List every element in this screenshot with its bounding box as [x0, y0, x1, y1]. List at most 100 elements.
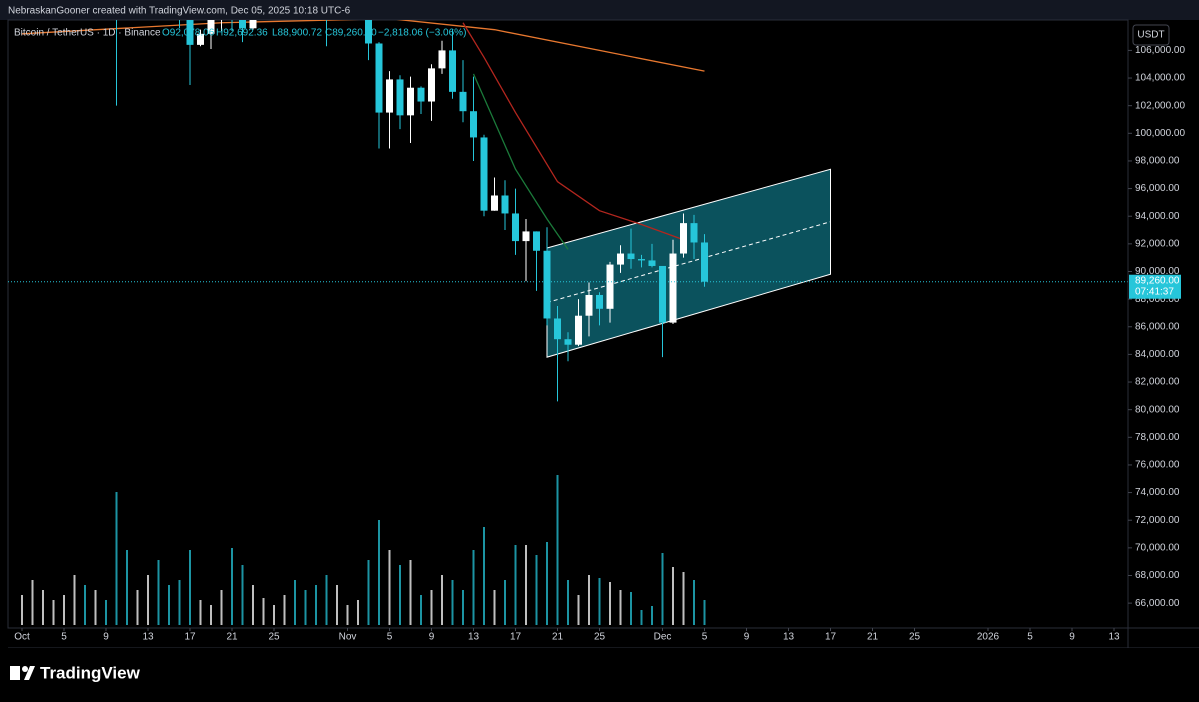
volume-bar — [147, 575, 149, 625]
volume-bar — [199, 600, 202, 625]
candle-body — [375, 43, 383, 113]
x-tick-label: Oct — [14, 632, 30, 643]
volume-bar — [94, 590, 97, 625]
candle-body — [501, 195, 509, 214]
x-tick-label: 2026 — [977, 632, 1000, 643]
y-tick-label: 70,000.00 — [1135, 542, 1180, 553]
candle-body — [690, 223, 698, 243]
volume-bar — [21, 595, 23, 625]
candle-body — [606, 264, 614, 309]
candle-body — [659, 265, 666, 323]
volume-bar — [325, 575, 328, 625]
x-tick-label: 5 — [61, 632, 67, 643]
volume-bar — [451, 580, 454, 625]
candle-body — [480, 137, 488, 211]
y-tick-label: 82,000.00 — [1135, 377, 1180, 388]
volume-bar — [73, 575, 76, 625]
volume-bar — [115, 492, 118, 625]
y-tick-label: 90,000.00 — [1135, 266, 1180, 277]
x-tick-label: 9 — [744, 632, 750, 643]
currency[interactable]: USDT — [1137, 30, 1164, 41]
candle-body — [533, 231, 540, 251]
legend-low: L88,900.72 — [272, 28, 322, 39]
candle-body — [396, 79, 404, 116]
brand: TradingView — [40, 663, 141, 682]
legend: Bitcoin / TetherUS · 1D · Binance O92,07… — [14, 28, 466, 39]
volume-bar — [661, 553, 664, 625]
volume-bar — [378, 520, 380, 625]
volume-bar — [315, 585, 317, 625]
x-tick-label: 25 — [594, 632, 606, 643]
x-tick-label: Dec — [654, 632, 672, 643]
last-price-box — [1129, 274, 1181, 299]
volume-bar — [567, 580, 569, 625]
volume-bar — [367, 560, 370, 625]
volume-bar — [273, 605, 275, 625]
candle-body — [470, 111, 477, 138]
x-tick-label: 17 — [510, 632, 522, 643]
volume-bar — [178, 580, 181, 625]
candle-body — [365, 20, 372, 44]
volume-bar — [84, 585, 86, 625]
y-tick-label: 72,000.00 — [1135, 515, 1180, 526]
volume-bar — [105, 600, 107, 625]
volume-bar — [42, 590, 44, 625]
header-bar — [0, 0, 1199, 20]
volume-bar — [430, 590, 433, 625]
candle-body — [459, 91, 467, 112]
volume-bar — [514, 545, 517, 625]
volume-bar — [441, 575, 443, 625]
volume-bar — [283, 595, 286, 625]
x-tick-label: 17 — [184, 632, 196, 643]
volume-bar — [409, 560, 412, 625]
currency-box[interactable] — [1132, 24, 1170, 46]
volume-bar — [136, 590, 139, 625]
candle-body — [648, 260, 656, 266]
candle-body — [617, 253, 624, 265]
candle-body — [564, 339, 572, 345]
y-tick-label: 78,000.00 — [1135, 432, 1180, 443]
brand-logo — [10, 666, 35, 680]
volume-bar — [126, 550, 128, 625]
x-tick-label: 13 — [1108, 632, 1120, 643]
footer — [0, 648, 1199, 697]
candle-body — [449, 50, 456, 92]
volume-bar — [651, 606, 653, 625]
y-tick-label: 98,000.00 — [1135, 156, 1180, 167]
legend-close: C89,260.00 — [325, 28, 377, 39]
volume-bar — [630, 592, 632, 625]
countdown: 07:41:37 — [1135, 286, 1174, 297]
candle-body — [554, 318, 561, 340]
candle-body — [176, 20, 183, 21]
y-tick-label: 84,000.00 — [1135, 349, 1180, 360]
legend-open: O92,078.06 — [162, 28, 215, 39]
candle-body — [669, 253, 677, 323]
y-tick-label: 66,000.00 — [1135, 598, 1180, 609]
volume-bar — [672, 567, 674, 625]
candle-body — [701, 242, 708, 282]
volume-bar — [483, 527, 485, 625]
y-tick-label: 94,000.00 — [1135, 211, 1180, 222]
x-tick-label: 13 — [783, 632, 795, 643]
candle-body — [438, 50, 446, 69]
legend-change: −2,818.06 (−3.06%) — [378, 28, 466, 39]
y-tick-label: 74,000.00 — [1135, 487, 1180, 498]
volume-bar — [609, 582, 611, 625]
volume-bar — [703, 600, 706, 625]
volume-bar — [157, 560, 160, 625]
candle-body — [638, 259, 645, 261]
volume-bar — [693, 580, 695, 625]
candle-body — [680, 223, 687, 254]
y-tick-label: 80,000.00 — [1135, 404, 1180, 415]
y-tick-label: 88,000.00 — [1135, 294, 1180, 305]
x-tick-label: 21 — [552, 632, 564, 643]
volume-bar — [357, 600, 359, 625]
last-price-label: 89,260.00 — [1135, 275, 1180, 286]
volume-bar — [556, 475, 559, 625]
x-tick-label: Nov — [339, 632, 357, 643]
moving-average — [462, 22, 684, 241]
x-tick-label: 5 — [702, 632, 708, 643]
volume-bar — [388, 550, 391, 625]
